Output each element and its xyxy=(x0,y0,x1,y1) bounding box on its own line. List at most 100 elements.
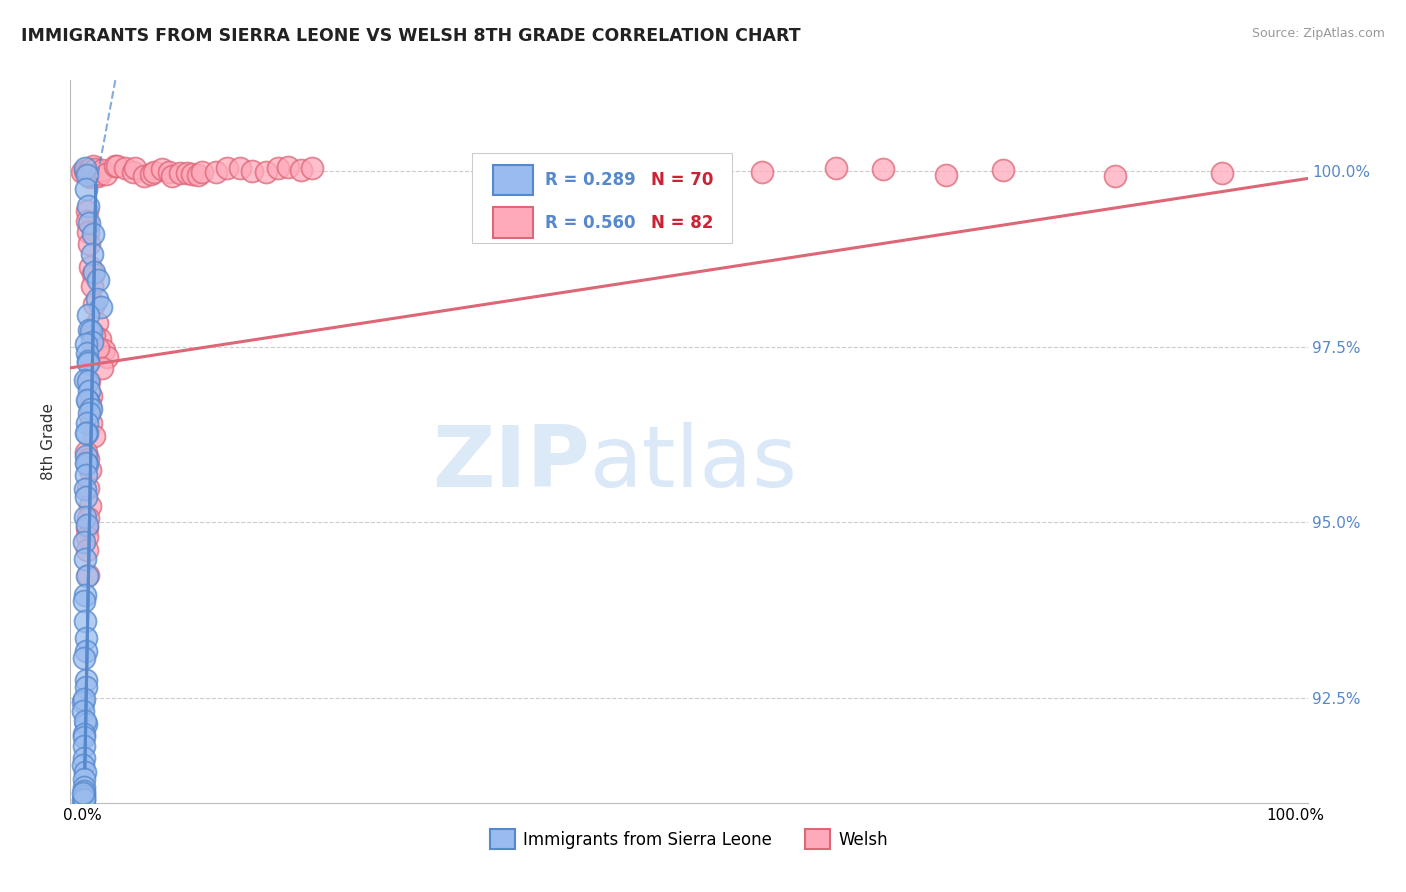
Point xyxy=(75,337,97,351)
Point xyxy=(277,160,299,174)
Point xyxy=(77,394,100,409)
Point xyxy=(73,739,96,754)
Point xyxy=(872,161,894,176)
Point xyxy=(79,384,101,398)
Point xyxy=(157,164,180,178)
Text: IMMIGRANTS FROM SIERRA LEONE VS WELSH 8TH GRADE CORRELATION CHART: IMMIGRANTS FROM SIERRA LEONE VS WELSH 8T… xyxy=(21,27,800,45)
Point xyxy=(77,216,100,230)
Point xyxy=(76,308,98,322)
Point xyxy=(80,326,103,340)
Point xyxy=(75,681,97,695)
Point xyxy=(122,165,145,179)
Point xyxy=(79,398,101,412)
Point xyxy=(75,615,97,629)
Point xyxy=(80,334,103,349)
Point xyxy=(82,268,104,282)
Point xyxy=(80,324,103,338)
Point xyxy=(80,389,103,403)
Point xyxy=(76,203,98,218)
Point xyxy=(76,517,98,532)
Point xyxy=(75,163,97,178)
Point xyxy=(79,374,101,388)
Point xyxy=(160,169,183,183)
Point xyxy=(82,160,104,174)
Point xyxy=(132,169,155,183)
Point xyxy=(73,793,96,807)
Text: atlas: atlas xyxy=(591,422,799,505)
Point xyxy=(1211,166,1233,180)
Point xyxy=(86,317,108,331)
Y-axis label: 8th Grade: 8th Grade xyxy=(41,403,56,480)
Point xyxy=(77,354,100,368)
Text: Source: ZipAtlas.com: Source: ZipAtlas.com xyxy=(1251,27,1385,40)
Point xyxy=(76,632,98,646)
Point xyxy=(82,279,104,293)
Text: N = 70: N = 70 xyxy=(651,171,713,189)
Point xyxy=(73,482,96,496)
Point xyxy=(73,764,96,779)
Point xyxy=(79,402,101,417)
Legend: Immigrants from Sierra Leone, Welsh: Immigrants from Sierra Leone, Welsh xyxy=(484,822,894,856)
FancyBboxPatch shape xyxy=(472,153,733,243)
Point xyxy=(229,161,252,176)
Point xyxy=(702,167,724,181)
Point xyxy=(76,425,98,440)
Point xyxy=(75,425,97,440)
Point xyxy=(94,168,117,182)
Point xyxy=(77,199,100,213)
Point xyxy=(150,161,173,176)
Point xyxy=(84,162,107,177)
Point xyxy=(76,225,98,239)
Text: R = 0.289: R = 0.289 xyxy=(546,171,636,189)
Point xyxy=(89,332,111,346)
Point xyxy=(75,673,97,688)
Point xyxy=(290,162,312,177)
Point xyxy=(141,167,163,181)
Point xyxy=(1104,169,1126,184)
Point xyxy=(77,374,100,388)
Point xyxy=(75,467,97,482)
Point xyxy=(70,165,93,179)
Point xyxy=(77,164,100,178)
Point xyxy=(72,758,94,772)
Point xyxy=(76,165,98,179)
Point xyxy=(935,169,957,183)
Point xyxy=(76,451,98,466)
Point xyxy=(72,783,94,797)
Point xyxy=(592,169,614,184)
Point xyxy=(73,164,96,178)
Point xyxy=(267,161,290,176)
Point xyxy=(72,786,94,800)
Point xyxy=(91,163,114,178)
Point xyxy=(73,651,96,665)
Point xyxy=(76,530,98,544)
Text: R = 0.560: R = 0.560 xyxy=(546,213,636,232)
Point xyxy=(86,292,108,306)
Point xyxy=(204,165,226,179)
Point xyxy=(75,161,97,176)
Point xyxy=(73,588,96,602)
Point xyxy=(114,161,136,175)
Point xyxy=(72,704,94,718)
Point xyxy=(80,162,103,177)
Point xyxy=(751,165,773,179)
Point xyxy=(824,161,846,175)
Point xyxy=(75,644,97,658)
Point xyxy=(73,727,96,741)
Point xyxy=(301,161,323,175)
Point xyxy=(90,361,112,376)
Point xyxy=(76,356,98,370)
Point xyxy=(83,328,105,343)
Point xyxy=(83,297,105,311)
Point xyxy=(73,534,96,549)
Point xyxy=(73,751,96,765)
Point xyxy=(73,594,96,608)
Point xyxy=(75,457,97,471)
Point xyxy=(96,350,118,364)
Point xyxy=(186,168,208,182)
Point xyxy=(240,164,263,178)
Point xyxy=(76,543,98,558)
Point xyxy=(75,444,97,458)
Point xyxy=(76,346,98,360)
Point xyxy=(544,160,567,174)
